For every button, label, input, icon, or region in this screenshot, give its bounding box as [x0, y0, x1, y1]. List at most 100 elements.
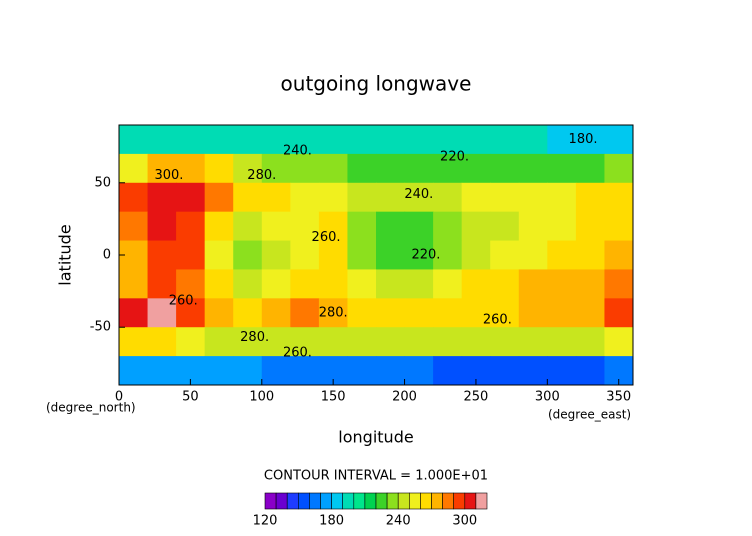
- contour-cell: [575, 182, 605, 213]
- contour-cell: [376, 269, 406, 299]
- contour-cell: [347, 240, 377, 270]
- contour-cell: [176, 269, 206, 299]
- contour-cell: [233, 327, 263, 357]
- contour-label: 240.: [283, 144, 312, 159]
- contour-cell: [461, 327, 491, 357]
- contour-cell: [604, 211, 634, 242]
- y-unit: (degree_north): [46, 401, 136, 415]
- contour-cell: [204, 240, 234, 270]
- contour-label: 220.: [440, 149, 469, 164]
- contour-cell: [233, 240, 263, 270]
- x-tick-label: 0: [115, 390, 123, 405]
- contour-cell: [490, 153, 520, 184]
- contour-cell: [261, 327, 291, 357]
- contour-cell: [518, 298, 548, 328]
- contour-cell: [433, 182, 463, 213]
- contour-cell: [547, 125, 577, 155]
- contour-cell: [461, 298, 491, 328]
- contour-cell: [147, 182, 177, 213]
- contour-cell: [518, 182, 548, 213]
- contour-cell: [261, 298, 291, 328]
- contour-cell: [261, 269, 291, 299]
- contour-cell: [347, 327, 377, 357]
- contour-cell: [490, 211, 520, 242]
- contour-cell: [204, 356, 234, 386]
- x-unit: (degree_east): [548, 408, 631, 422]
- colorbar-swatch: [331, 492, 344, 510]
- colorbar-swatch: [364, 492, 377, 510]
- contour-cell: [204, 211, 234, 242]
- contour-cell: [119, 327, 149, 357]
- colorbar-swatch: [464, 492, 477, 510]
- contour-cell: [119, 356, 149, 386]
- contour-cell: [404, 269, 434, 299]
- contour-cell: [518, 211, 548, 242]
- contour-cell: [290, 327, 320, 357]
- colorbar-swatch: [375, 492, 388, 510]
- contour-cell: [575, 298, 605, 328]
- contour-cell: [604, 125, 634, 155]
- contour-cell: [233, 211, 263, 242]
- x-tick-label: 100: [249, 390, 274, 405]
- contour-label: 240.: [404, 187, 433, 202]
- y-tick-label: 0: [103, 248, 111, 263]
- contour-cell: [147, 211, 177, 242]
- x-tick-label: 250: [464, 390, 489, 405]
- contour-cell: [318, 125, 348, 155]
- colorbar-swatch: [275, 492, 288, 510]
- contour-cell: [575, 240, 605, 270]
- contour-cell: [461, 240, 491, 270]
- colorbar-swatch: [431, 492, 443, 510]
- colorbar-swatch: [264, 492, 277, 510]
- contour-cell: [347, 153, 377, 184]
- contour-cell: [176, 298, 206, 328]
- colorbar-swatch: [297, 492, 310, 510]
- contour-cell: [461, 269, 491, 299]
- contour-cell: [119, 211, 149, 242]
- colorbar-swatch: [286, 492, 299, 510]
- contour-cell: [604, 327, 634, 357]
- contour-cell: [119, 269, 149, 299]
- contour-cell: [547, 327, 577, 357]
- contour-cell: [233, 298, 263, 328]
- contour-cell: [290, 240, 320, 270]
- contour-cell: [347, 298, 377, 328]
- contour-cell: [433, 327, 463, 357]
- contour-label: 180.: [569, 132, 598, 147]
- contour-cell: [233, 356, 263, 386]
- contour-cell: [518, 356, 548, 386]
- contour-cell: [233, 153, 263, 184]
- contour-cell: [490, 298, 520, 328]
- contour-cell: [204, 269, 234, 299]
- contour-cell: [290, 269, 320, 299]
- contour-interval: CONTOUR INTERVAL = 1.000E+01: [264, 469, 488, 484]
- colorbar-swatch: [309, 492, 321, 510]
- contour-cell: [376, 125, 406, 155]
- contour-cell: [290, 298, 320, 328]
- contour-cell: [290, 153, 320, 184]
- colorbar-swatch: [397, 492, 410, 510]
- contour-cell: [147, 153, 177, 184]
- contour-cell: [518, 153, 548, 184]
- contour-label: 300.: [154, 168, 183, 183]
- contour-cell: [376, 153, 406, 184]
- contour-cell: [147, 125, 177, 155]
- contour-cell: [176, 240, 206, 270]
- contour-cell: [604, 153, 634, 184]
- contour-cell: [290, 356, 320, 386]
- x-tick-label: 200: [392, 390, 417, 405]
- contour-cell: [547, 211, 577, 242]
- contour-cell: [119, 298, 149, 328]
- colorbar-label: 300: [452, 514, 477, 529]
- contour-cell: [318, 182, 348, 213]
- contour-label: 280.: [319, 305, 348, 320]
- contour-cell: [376, 182, 406, 213]
- contour-cell: [461, 153, 491, 184]
- contour-cell: [461, 211, 491, 242]
- contour-label: 260.: [483, 313, 512, 328]
- colorbar-swatch: [442, 492, 455, 510]
- colorbar-label: 180: [319, 514, 344, 529]
- contour-cell: [490, 240, 520, 270]
- contour-cell: [433, 356, 463, 386]
- contour-cell: [290, 211, 320, 242]
